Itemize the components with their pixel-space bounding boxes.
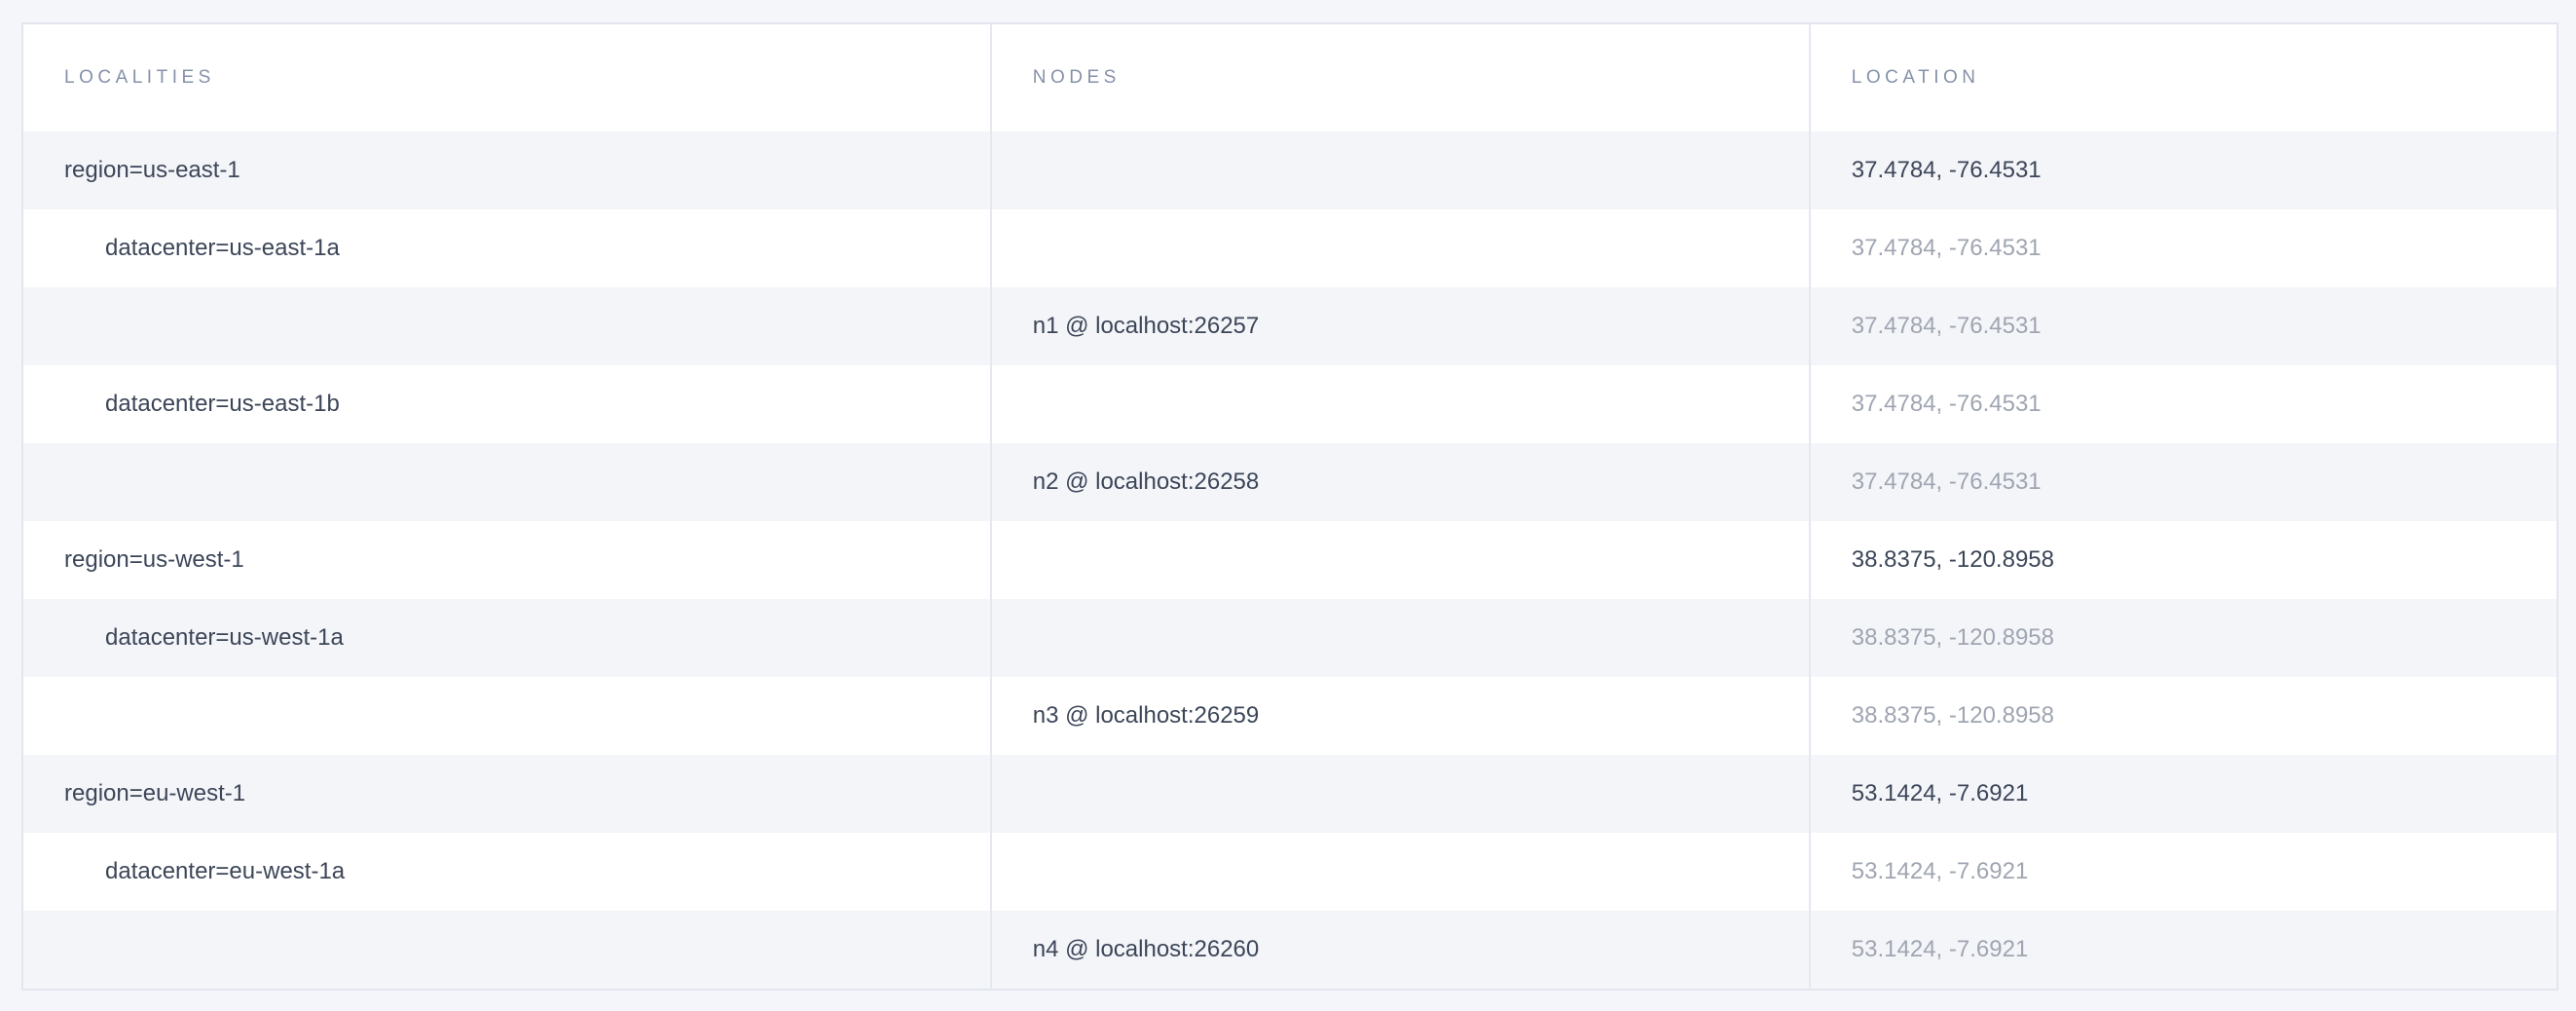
column-header-localities: LOCALITIES xyxy=(64,67,215,88)
table-row: datacenter=us-east-1b 37.4784, -76.4531 xyxy=(22,365,2558,443)
table-row: region=eu-west-1 53.1424, -7.6921 xyxy=(22,755,2558,833)
location-cell: 53.1424, -7.6921 xyxy=(1808,833,2558,911)
column-header-location: LOCATION xyxy=(1808,23,2558,131)
node-cell: n2 @ localhost:26258 xyxy=(989,443,1810,521)
node-cell xyxy=(989,365,1810,443)
node-cell xyxy=(989,521,1810,599)
node-cell xyxy=(989,599,1810,677)
column-header-nodes: NODES xyxy=(989,23,1810,131)
localities-table: LOCALITIES NODES LOCATION region=us-east… xyxy=(21,22,2558,991)
locality-cell: datacenter=us-west-1a xyxy=(22,599,991,677)
locality-cell: datacenter=eu-west-1a xyxy=(105,858,346,884)
locality-cell xyxy=(22,287,991,365)
location-cell: 53.1424, -7.6921 xyxy=(1808,755,2558,833)
table-row: datacenter=us-west-1a 38.8375, -120.8958 xyxy=(22,599,2558,677)
node-cell: n4 @ localhost:26260 xyxy=(989,911,1810,990)
table-header: LOCALITIES NODES LOCATION xyxy=(22,23,2558,131)
location-cell: 38.8375, -120.8958 xyxy=(1808,521,2558,599)
locality-cell: datacenter=us-east-1a xyxy=(105,235,340,261)
locality-cell: region=us-west-1 xyxy=(64,546,244,573)
location-cell: 37.4784, -76.4531 xyxy=(1808,287,2558,365)
node-cell: n1 @ localhost:26257 xyxy=(989,287,1810,365)
locality-cell: region=us-east-1 xyxy=(22,131,991,209)
table-body: region=us-east-1 37.4784, -76.4531 datac… xyxy=(22,131,2558,990)
location-cell: 37.4784, -76.4531 xyxy=(1808,365,2558,443)
location-cell: 37.4784, -76.4531 xyxy=(1808,131,2558,209)
table-header-row: LOCALITIES NODES LOCATION xyxy=(22,23,2558,131)
table-row: n1 @ localhost:26257 37.4784, -76.4531 xyxy=(22,287,2558,365)
node-cell xyxy=(989,833,1810,911)
location-cell: 38.8375, -120.8958 xyxy=(1808,677,2558,755)
table-row: n3 @ localhost:26259 38.8375, -120.8958 xyxy=(22,677,2558,755)
table-row: region=us-east-1 37.4784, -76.4531 xyxy=(22,131,2558,209)
table-row: datacenter=us-east-1a 37.4784, -76.4531 xyxy=(22,209,2558,287)
locality-cell xyxy=(22,677,991,755)
locality-cell: datacenter=us-east-1b xyxy=(105,391,340,417)
node-cell xyxy=(989,755,1810,833)
locality-cell: region=eu-west-1 xyxy=(22,755,991,833)
locality-cell xyxy=(22,443,991,521)
node-cell: n3 @ localhost:26259 xyxy=(989,677,1810,755)
localities-page: LOCALITIES NODES LOCATION region=us-east… xyxy=(21,22,2558,991)
node-cell xyxy=(989,209,1810,287)
location-cell: 37.4784, -76.4531 xyxy=(1808,443,2558,521)
location-cell: 37.4784, -76.4531 xyxy=(1808,209,2558,287)
table-row: region=us-west-1 38.8375, -120.8958 xyxy=(22,521,2558,599)
table-row: datacenter=eu-west-1a 53.1424, -7.6921 xyxy=(22,833,2558,911)
locality-cell xyxy=(22,911,991,990)
location-cell: 53.1424, -7.6921 xyxy=(1808,911,2558,990)
table-row: n2 @ localhost:26258 37.4784, -76.4531 xyxy=(22,443,2558,521)
location-cell: 38.8375, -120.8958 xyxy=(1808,599,2558,677)
table-row: n4 @ localhost:26260 53.1424, -7.6921 xyxy=(22,911,2558,990)
node-cell xyxy=(989,131,1810,209)
